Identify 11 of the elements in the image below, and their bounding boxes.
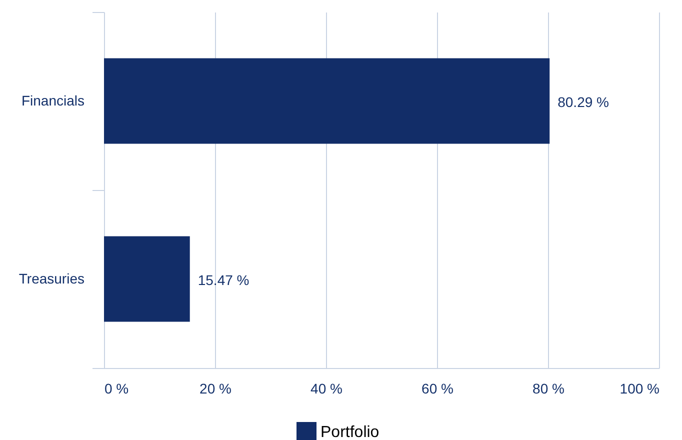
x-tick-label: 0 %	[104, 380, 129, 396]
y-tick-label: Financials	[21, 92, 84, 108]
data-label: 15.47 %	[198, 272, 250, 288]
x-tick-label: 80 %	[532, 380, 564, 396]
data-label: 80.29 %	[558, 94, 609, 110]
y-tick-label: Treasuries	[18, 270, 84, 286]
legend-label: Portfolio	[320, 424, 380, 440]
x-tick-label: 60 %	[422, 380, 454, 396]
x-tick-label: 40 %	[310, 380, 342, 396]
x-tick-label: 20 %	[200, 380, 232, 396]
x-tick-label: 100 %	[620, 380, 660, 396]
